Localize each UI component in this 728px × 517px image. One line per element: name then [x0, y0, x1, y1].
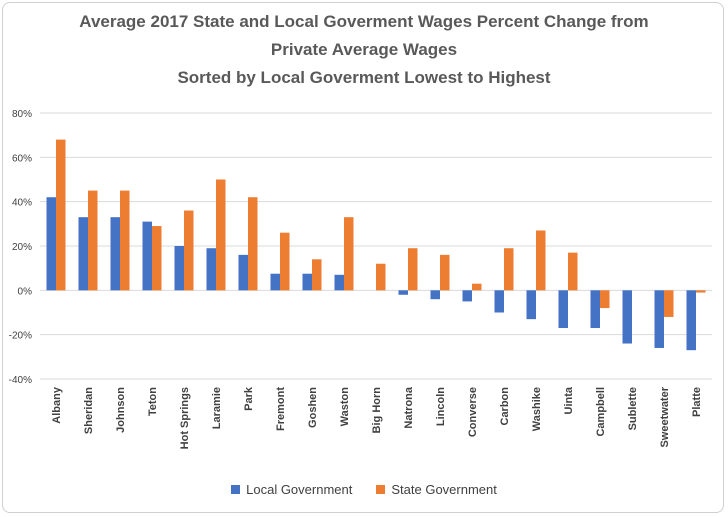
legend-swatch-state — [376, 485, 386, 494]
y-tick-label: 80% — [12, 109, 32, 120]
bar-local — [686, 290, 696, 351]
bar-local — [494, 290, 504, 313]
bar-state — [472, 283, 482, 291]
chart-title-line-2: Private Average Wages — [270, 40, 458, 59]
y-tick-label: -40% — [9, 375, 32, 386]
x-tick-label: Fremont — [275, 387, 287, 431]
x-tick-label: Teton — [147, 387, 159, 416]
bar-local — [174, 246, 184, 291]
x-tick-label: Washike — [531, 387, 543, 431]
x-tick-label: Hot Springs — [179, 387, 191, 449]
y-tick-label: 20% — [12, 242, 32, 253]
bar-state — [312, 259, 322, 291]
bar-local — [654, 290, 664, 348]
x-tick-label: Sublette — [627, 387, 639, 430]
bar-state — [600, 290, 610, 309]
x-tick-label: Carbon — [499, 387, 511, 426]
bar-state — [536, 230, 546, 291]
x-tick-label: Natrona — [403, 386, 415, 428]
x-tick-label: Goshen — [307, 387, 319, 428]
bar-local — [526, 290, 536, 320]
bar-state — [152, 226, 162, 291]
bar-state — [504, 248, 514, 291]
x-tick-label: Big Horn — [371, 387, 383, 434]
bar-state — [56, 139, 66, 291]
legend-label-state: State Government — [391, 482, 497, 497]
bar-state — [248, 197, 258, 291]
legend-swatch-local — [231, 485, 241, 494]
x-tick-label: Campbell — [595, 387, 607, 437]
chart-title-line-3: Sorted by Local Goverment Lowest to High… — [177, 68, 551, 87]
x-tick-label: Waston — [339, 387, 351, 427]
x-tick-label: Uinta — [563, 386, 575, 414]
legend-item-state: State Government — [376, 482, 497, 497]
y-tick-label: 60% — [12, 153, 32, 164]
x-tick-label: Sheridan — [83, 387, 95, 434]
bar-local — [622, 290, 632, 344]
y-tick-label: 40% — [12, 198, 32, 209]
bar-local — [558, 290, 568, 329]
bar-local — [46, 197, 56, 291]
bar-local — [206, 248, 216, 291]
x-tick-label: Sweetwater — [659, 386, 671, 447]
x-tick-label: Albany — [51, 386, 63, 424]
chart-title-line-1: Average 2017 State and Local Goverment W… — [79, 12, 649, 31]
x-tick-label: Converse — [467, 387, 479, 437]
bar-local — [430, 290, 440, 300]
bar-state — [184, 210, 194, 291]
bar-state — [568, 252, 578, 291]
y-tick-label: -20% — [9, 331, 32, 342]
x-tick-label: Johnson — [115, 387, 127, 433]
chart-legend: Local Government State Government — [0, 482, 728, 497]
bar-local — [302, 273, 312, 291]
bar-local — [334, 274, 344, 291]
bar-state — [216, 179, 226, 291]
bar-state — [376, 263, 386, 291]
bar-state — [344, 217, 354, 291]
bar-local — [238, 254, 248, 291]
bar-state — [280, 232, 290, 291]
bar-local — [142, 221, 152, 291]
x-tick-label: Park — [243, 386, 255, 411]
x-tick-label: Platte — [691, 387, 703, 417]
bar-state — [696, 290, 706, 293]
bar-local — [462, 290, 472, 302]
x-tick-label: Lincoln — [435, 387, 447, 426]
bar-state — [440, 254, 450, 291]
y-tick-label: 0% — [18, 286, 33, 297]
legend-label-local: Local Government — [246, 482, 353, 497]
chart-title: Average 2017 State and Local Goverment W… — [0, 8, 728, 92]
bar-local — [398, 290, 408, 295]
bar-state — [120, 190, 130, 291]
bar-state — [664, 290, 674, 317]
bar-local — [110, 217, 120, 291]
bar-state — [408, 248, 418, 291]
bar-local — [270, 273, 280, 291]
bar-local — [78, 217, 88, 291]
bar-local — [590, 290, 600, 329]
legend-item-local: Local Government — [231, 482, 352, 497]
bar-state — [88, 190, 98, 291]
x-tick-label: Laramie — [211, 387, 223, 429]
